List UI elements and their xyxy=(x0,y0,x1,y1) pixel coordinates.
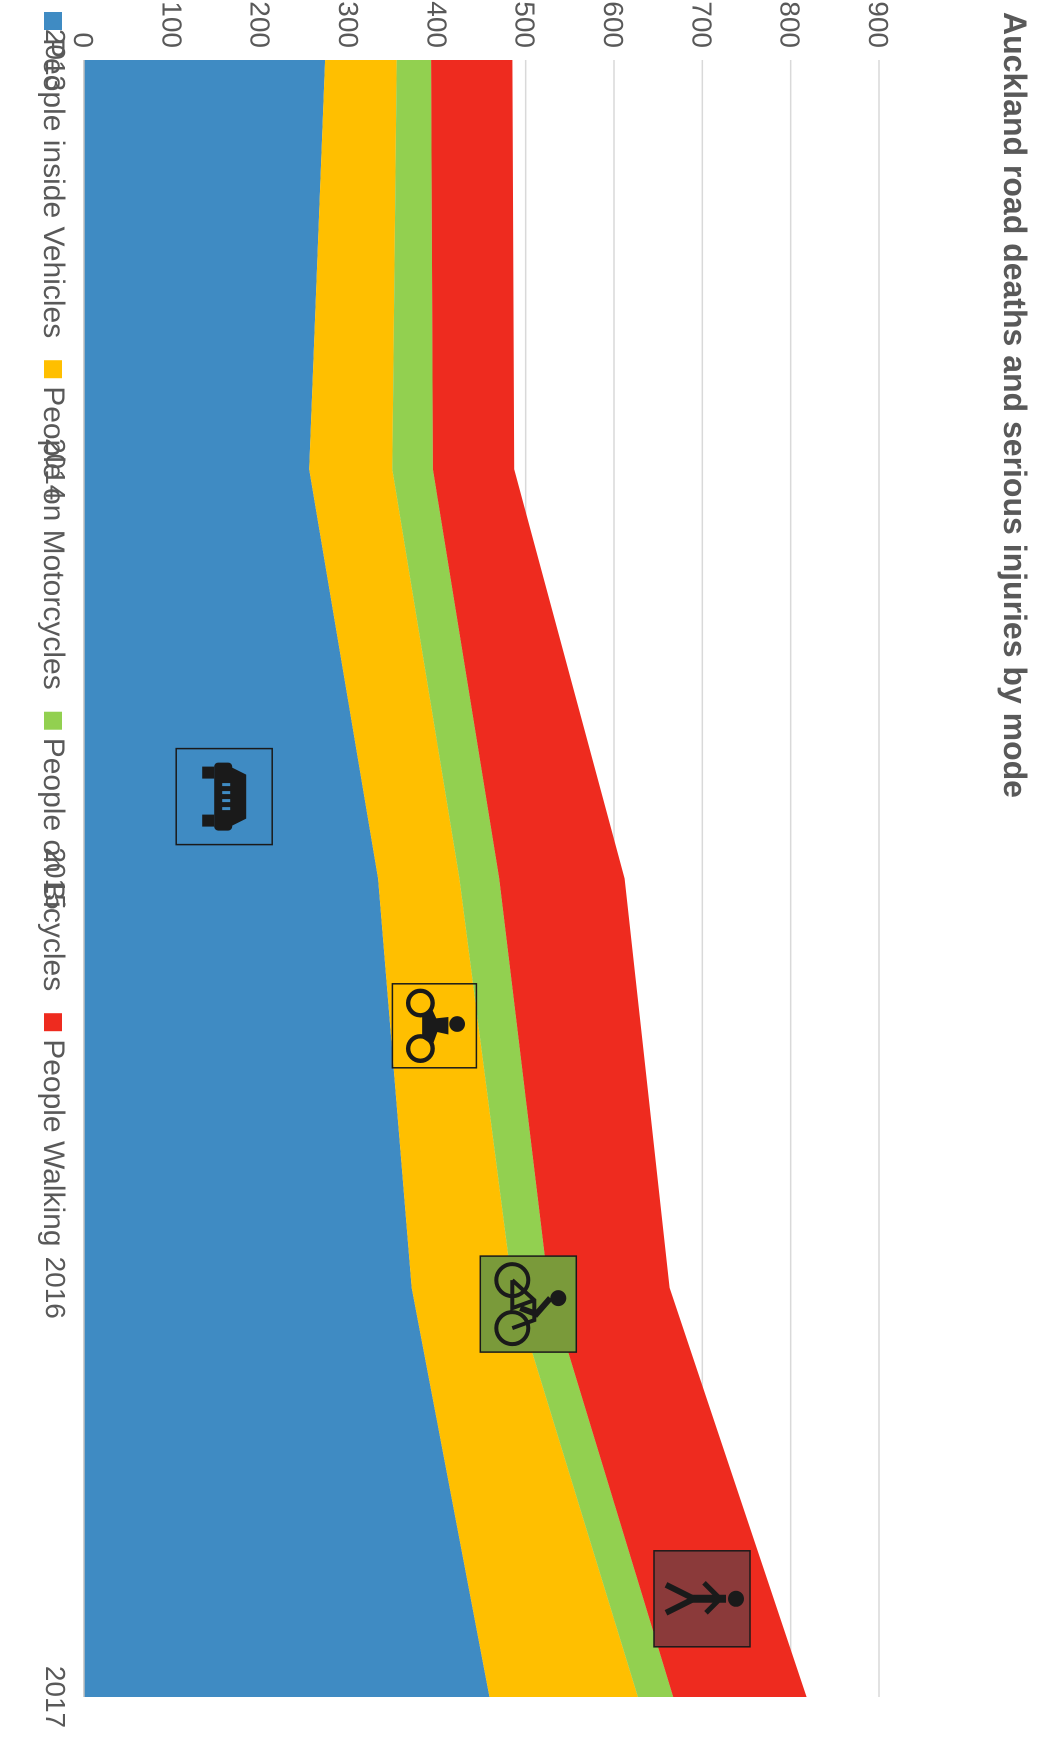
bike-frame xyxy=(510,1278,537,1330)
moto-rider-head xyxy=(449,1016,466,1032)
car-grille xyxy=(222,791,231,795)
y-tick-labels: 0 100 200 300 400 500 600 700 800 900 xyxy=(68,1,894,48)
car-wheel xyxy=(202,766,215,779)
legend: People inside Vehicles People on Motorcyc… xyxy=(37,12,70,1247)
y-tick-label: 400 xyxy=(421,1,452,48)
icon-glyph xyxy=(202,762,247,831)
pedestrian-icon xyxy=(653,1550,751,1648)
car-grille xyxy=(222,799,231,803)
bike-rider-head xyxy=(550,1290,567,1307)
area-series xyxy=(84,60,490,1697)
legend-swatch xyxy=(44,1013,62,1032)
y-tick-label: 300 xyxy=(333,1,364,48)
bike-wheel xyxy=(494,1310,531,1347)
legend-label: People inside Vehicles xyxy=(37,38,70,338)
car-wheel xyxy=(202,814,215,827)
car-grille xyxy=(222,783,231,787)
icon-glyph xyxy=(664,1581,744,1616)
areas xyxy=(84,60,807,1697)
y-tick-label: 500 xyxy=(510,1,541,48)
bicycle-icon xyxy=(479,1255,578,1353)
y-tick-label: 700 xyxy=(686,1,717,48)
y-tick-label: 100 xyxy=(156,1,187,48)
icon-glyph xyxy=(494,1262,567,1347)
moto-rider-body xyxy=(432,1017,449,1035)
x-tick-label: 2014 xyxy=(40,438,71,500)
y-tick-label: 600 xyxy=(598,1,629,48)
legend-label: People on Motorcycles xyxy=(37,386,70,690)
x-tick-label: 2013 xyxy=(40,29,71,91)
icon-frame xyxy=(175,747,273,846)
area-series xyxy=(309,60,638,1697)
car-grille xyxy=(222,807,231,811)
car-lower xyxy=(214,762,233,831)
y-tick-label: 800 xyxy=(775,1,806,48)
moto-body xyxy=(422,1006,440,1046)
walker-legs xyxy=(664,1582,696,1616)
icon-frame xyxy=(391,983,478,1069)
x-tick-label: 2016 xyxy=(40,1257,71,1319)
icons xyxy=(175,747,751,1648)
moto-wheel xyxy=(405,1034,435,1063)
legend-swatch xyxy=(44,711,62,730)
legend-swatch xyxy=(44,360,62,379)
rotated-plot: 0 100 200 300 400 500 600 700 800 900 2013 2014 2015… xyxy=(37,1,1033,1728)
walker-head xyxy=(728,1590,744,1607)
y-tick-label: 0 xyxy=(68,32,99,48)
bike-rider-body xyxy=(519,1296,553,1318)
walker-arms xyxy=(702,1581,722,1615)
y-tick-label: 200 xyxy=(245,1,276,48)
motorcycle-icon xyxy=(391,983,478,1069)
area-series xyxy=(431,60,807,1697)
chart-title: Auckland road deaths and serious injurie… xyxy=(997,12,1033,798)
legend-label: People on Bicycles xyxy=(37,738,70,991)
car-icon xyxy=(175,747,273,846)
x-tick-label: 2017 xyxy=(40,1666,71,1728)
x-tick-label: 2015 xyxy=(40,847,71,909)
x-tick-labels: 2013 2014 2015 2016 2017 xyxy=(40,29,71,1728)
icon-glyph xyxy=(405,988,466,1063)
moto-wheel xyxy=(405,988,435,1018)
area-series xyxy=(392,60,674,1697)
legend-label: People Walking xyxy=(37,1039,70,1246)
legend-swatch xyxy=(44,12,62,30)
y-tick-label: 900 xyxy=(863,1,894,48)
